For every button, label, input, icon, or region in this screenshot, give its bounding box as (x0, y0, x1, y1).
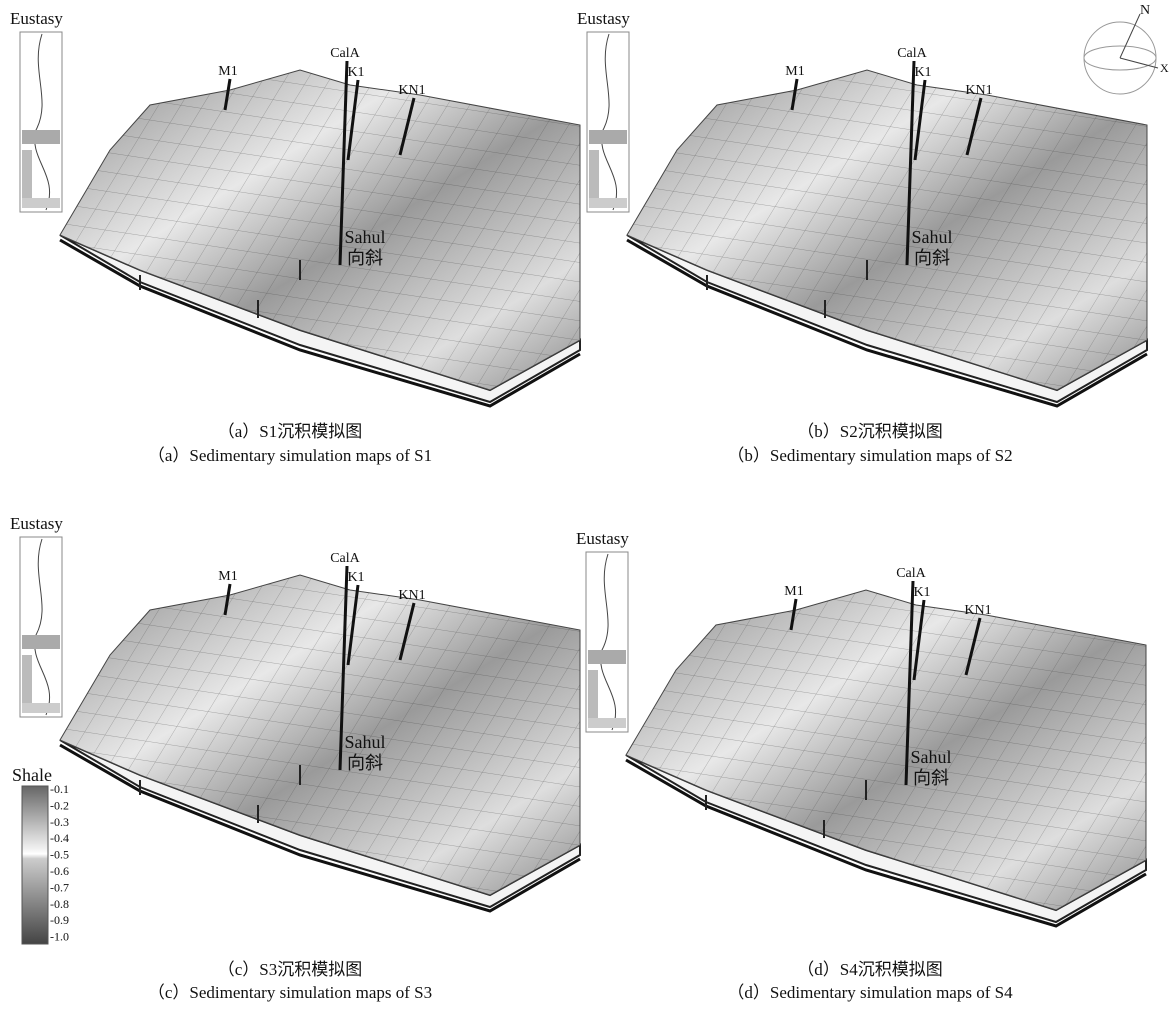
syncline-label: 向斜 (347, 248, 383, 268)
legend-label: -0.1 (50, 782, 69, 796)
legend-label: -0.4 (50, 831, 69, 845)
well-label: K1 (347, 570, 364, 585)
well-label: KN1 (964, 603, 991, 618)
well-label: K1 (913, 585, 930, 600)
terrain (626, 590, 1146, 926)
legend-label: -0.7 (50, 880, 69, 894)
eustasy-curve (586, 552, 628, 732)
eustasy-label: Eustasy (577, 9, 630, 28)
well-label: CalA (897, 46, 927, 61)
legend-label: -0.6 (50, 864, 69, 878)
compass: NX (1084, 3, 1169, 94)
syncline-label: Sahul (910, 747, 951, 767)
caption-en: （d）Sedimentary simulation maps of S4 (727, 983, 1013, 1002)
well-label: M1 (218, 64, 237, 79)
terrain (627, 70, 1147, 406)
figure: EustasyM1CalAK1KN1Sahul向斜（a）S1沉积模拟图（a）Se… (0, 0, 1172, 1010)
caption-en: （c）Sedimentary simulation maps of S3 (148, 983, 432, 1002)
caption-en: （a）Sedimentary simulation maps of S1 (148, 446, 432, 465)
compass-x: X (1160, 61, 1169, 75)
well-label: CalA (330, 551, 360, 566)
caption-cn: （b）S2沉积模拟图 (797, 422, 942, 441)
well-label: M1 (785, 64, 804, 79)
syncline-label: Sahul (911, 227, 952, 247)
well-label: K1 (914, 65, 931, 80)
well-label: CalA (896, 566, 926, 581)
compass-axis (1120, 14, 1140, 58)
eustasy-label: Eustasy (10, 9, 63, 28)
well-label: KN1 (398, 588, 425, 603)
legend-title: Shale (12, 765, 52, 785)
syncline-label: Sahul (344, 227, 385, 247)
well-label: M1 (218, 569, 237, 584)
eustasy-curve (20, 32, 62, 212)
legend: Shale-0.1 -0.2 -0.3 -0.4 -0.5 -0.6 -0.7 -0.8 -0.… (12, 765, 69, 944)
well-label: K1 (347, 65, 364, 80)
eustasy-curve (587, 32, 629, 212)
well-label: KN1 (398, 83, 425, 98)
legend-label: -0.8 (50, 897, 69, 911)
syncline-label: 向斜 (914, 248, 950, 268)
caption-en: （b）Sedimentary simulation maps of S2 (727, 446, 1012, 465)
well-label: M1 (784, 584, 803, 599)
legend-label: -0.9 (50, 913, 69, 927)
well-label: KN1 (965, 83, 992, 98)
syncline-label: 向斜 (347, 753, 383, 773)
legend-colorbar (22, 786, 48, 944)
eustasy-curve (20, 537, 62, 717)
terrain (60, 575, 580, 911)
legend-label: -0.3 (50, 815, 69, 829)
terrain (60, 70, 580, 406)
legend-label: -1.0 (50, 930, 69, 944)
compass-north: N (1140, 3, 1150, 18)
eustasy-label: Eustasy (10, 514, 63, 533)
syncline-label: Sahul (344, 732, 385, 752)
caption-cn: （d）S4沉积模拟图 (797, 960, 942, 979)
syncline-label: 向斜 (913, 768, 949, 788)
legend-label: -0.5 (50, 848, 69, 862)
caption-cn: （a）S1沉积模拟图 (218, 422, 363, 441)
caption-cn: （c）S3沉积模拟图 (218, 960, 363, 979)
legend-label: -0.2 (50, 798, 69, 812)
eustasy-label: Eustasy (576, 529, 629, 548)
well-label: CalA (330, 46, 360, 61)
